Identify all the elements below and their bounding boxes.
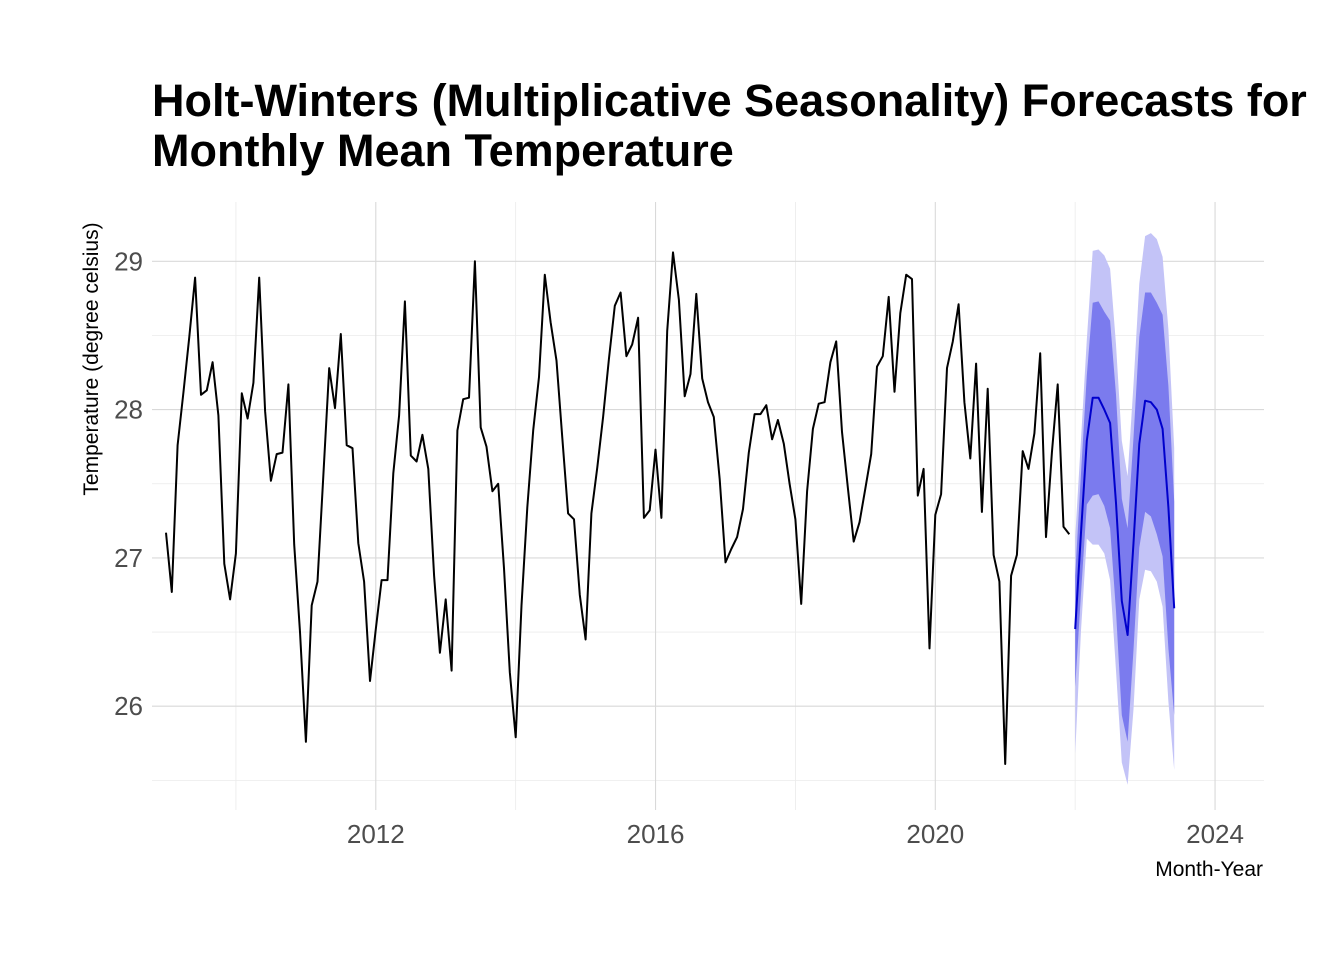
x-axis-tick-labels: 2012 2016 2020 2024 bbox=[347, 819, 1244, 849]
y-tick-label-3: 29 bbox=[114, 246, 143, 276]
forecast-line bbox=[1074, 396, 1176, 636]
minor-gridlines bbox=[152, 202, 1264, 810]
x-tick-label-2: 2020 bbox=[906, 819, 964, 849]
x-tick-label-3: 2024 bbox=[1186, 819, 1244, 849]
chart-title-line-1: Holt-Winters (Multiplicative Seasonality… bbox=[152, 75, 1307, 126]
x-tick-label-0: 2012 bbox=[347, 819, 405, 849]
y-axis-title: Temperature (degree celsius) bbox=[80, 222, 103, 495]
band-80 bbox=[1075, 292, 1175, 742]
prediction-intervals bbox=[1075, 233, 1175, 785]
y-tick-label-2: 28 bbox=[114, 395, 143, 425]
x-axis-title: Month-Year bbox=[1155, 858, 1263, 881]
y-tick-label-1: 27 bbox=[114, 543, 143, 573]
chart-title-line-2: Monthly Mean Temperature bbox=[152, 125, 734, 176]
observed-line bbox=[165, 251, 1071, 765]
series-lines bbox=[165, 251, 1176, 765]
y-tick-label-0: 26 bbox=[114, 691, 143, 721]
y-axis-tick-labels: 26 27 28 29 bbox=[114, 246, 143, 721]
chart-title: Holt-Winters (Multiplicative Seasonality… bbox=[152, 75, 1307, 176]
x-tick-label-1: 2016 bbox=[627, 819, 685, 849]
